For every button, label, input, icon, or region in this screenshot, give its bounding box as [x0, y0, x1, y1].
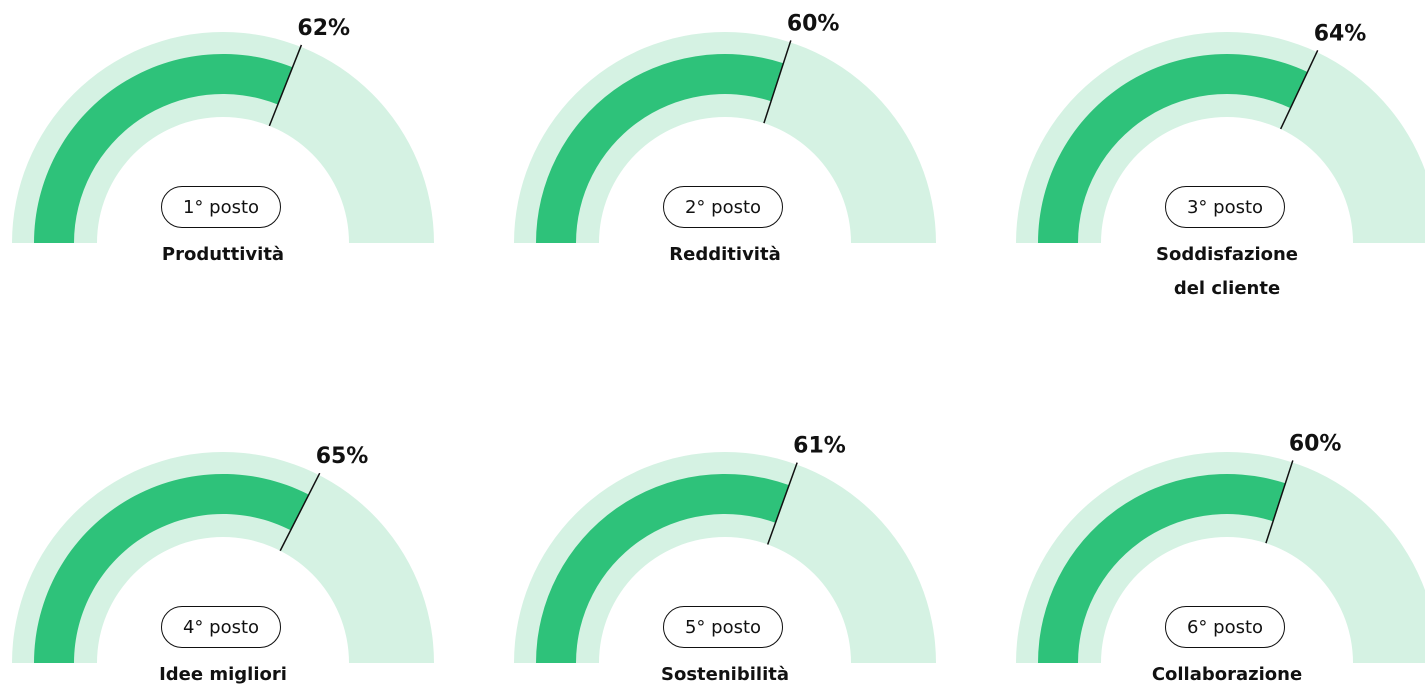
rank-pill: 2° posto — [663, 186, 783, 228]
value-label: 65% — [316, 444, 369, 469]
gauge-needle — [1265, 460, 1294, 544]
gauge-bar — [536, 473, 790, 663]
gauge-title: Soddisfazione del cliente — [1156, 244, 1298, 299]
value-label: 64% — [1314, 21, 1367, 46]
gauge-needle — [1279, 49, 1319, 130]
value-label: 60% — [1289, 431, 1342, 456]
gauge-needle — [268, 44, 303, 127]
rank-pill: 1° posto — [161, 186, 281, 228]
gauge-title: Sostenibilità — [661, 664, 789, 685]
gauge-needle — [279, 472, 321, 552]
rank-pill: 5° posto — [663, 606, 783, 648]
gauge-needle — [766, 462, 798, 545]
gauge-track — [12, 32, 434, 243]
value-label: 61% — [793, 434, 846, 459]
rank-pill: 4° posto — [161, 606, 281, 648]
gauge-bar — [1038, 54, 1308, 243]
gauge-bar — [536, 53, 784, 244]
gauge-title: Produttività — [161, 244, 285, 265]
gauge-title: Redditività — [669, 244, 781, 265]
gauge-bar — [34, 53, 293, 243]
value-label: 60% — [787, 11, 840, 36]
gauge-track — [514, 452, 936, 663]
gauge-title: Idee migliori — [159, 664, 287, 685]
gauge-track — [1016, 32, 1425, 243]
rank-pill: 6° posto — [1165, 606, 1285, 648]
gauge-bar — [1038, 473, 1286, 663]
gauge-track — [514, 32, 936, 243]
gauge-track — [12, 452, 434, 663]
gauge-bar — [34, 474, 309, 663]
gauge-track — [1016, 452, 1425, 663]
gauge-title: Collaborazione — [1151, 664, 1303, 685]
value-label: 62% — [297, 16, 350, 41]
rank-pill: 3° posto — [1165, 186, 1285, 228]
gauge-needle — [763, 40, 792, 124]
